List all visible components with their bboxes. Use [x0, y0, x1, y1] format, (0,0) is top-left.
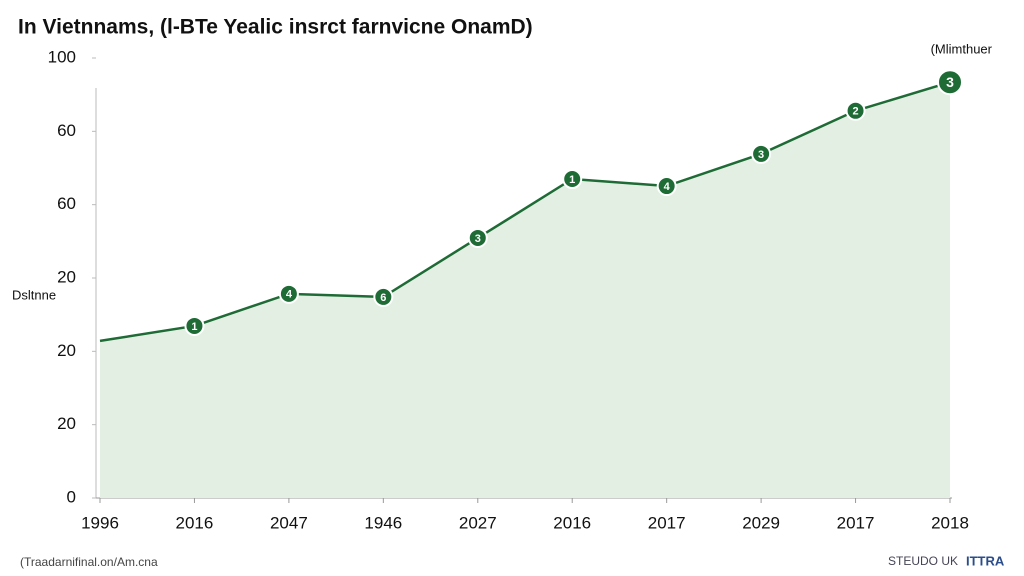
- y-tick-label: 20: [57, 267, 76, 286]
- marker-label: 4: [286, 289, 293, 301]
- marker: [373, 286, 394, 307]
- x-tick-label: 2018: [931, 513, 969, 532]
- marker: [278, 283, 299, 304]
- x-tick-label: 2029: [742, 513, 780, 532]
- source: (Traadarnifinal.on/Am.cna: [20, 555, 158, 569]
- y-tick-label: 20: [57, 341, 76, 360]
- marker: [656, 176, 677, 197]
- marker-label: 6: [380, 292, 386, 304]
- x-tick-label: 2047: [270, 513, 308, 532]
- x-tick-label: 2017: [648, 513, 686, 532]
- x-tick-label: 1946: [364, 513, 402, 532]
- marker: [562, 169, 583, 189]
- marker: [184, 315, 205, 336]
- marker: [751, 143, 772, 164]
- y-tick-label: 60: [57, 121, 76, 140]
- marker-label: 3: [475, 233, 481, 245]
- x-tick-label: 1996: [81, 513, 119, 532]
- y-axis-label: Dsltnne: [12, 287, 56, 302]
- x-tick-label: 2027: [459, 513, 497, 532]
- marker-label: 4: [664, 181, 671, 193]
- x-tick-label: 2016: [176, 513, 214, 532]
- chart-title: In Vietnnams, (l-BTe Yealic insrct farnv…: [18, 16, 533, 39]
- marker-label: 1: [569, 174, 575, 186]
- line: [99, 81, 951, 343]
- marker-label: 2: [852, 106, 858, 118]
- marker-label: 3: [946, 74, 954, 90]
- x-tick-label: 2017: [837, 513, 875, 532]
- unit-note: (Mlimthuer: [931, 41, 993, 56]
- y-tick-label: 0: [67, 487, 76, 506]
- y-tick-label: 20: [57, 414, 76, 433]
- marker-label: 1: [191, 321, 197, 333]
- brand: STEUDO UK: [888, 554, 958, 568]
- marker-label: 3: [758, 149, 764, 161]
- area: [100, 82, 950, 498]
- x-tick-label: 2016: [553, 513, 591, 532]
- marker: [467, 227, 488, 248]
- y-tick-label: 100: [48, 47, 76, 66]
- marker: [937, 69, 963, 96]
- brand-logo: ITTRA: [966, 553, 1005, 568]
- y-tick-label: 60: [57, 194, 76, 213]
- marker: [845, 100, 866, 121]
